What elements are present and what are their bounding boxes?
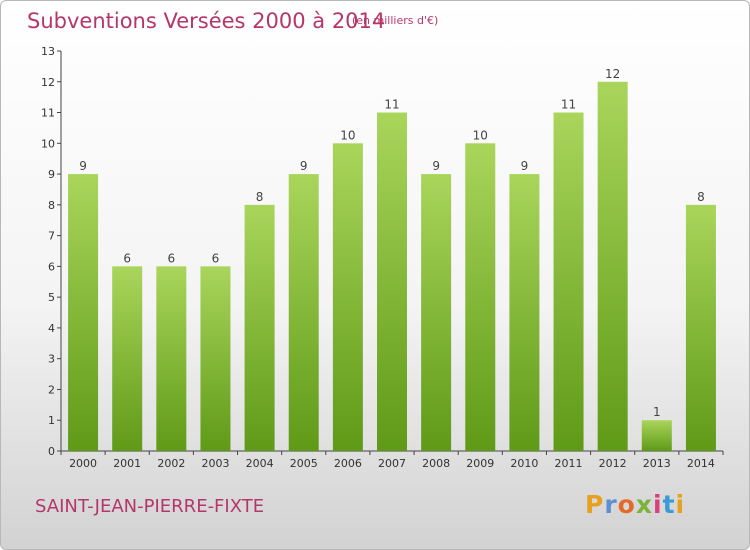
data-label: 6: [212, 251, 220, 265]
bar: [200, 266, 231, 451]
x-tick-label: 2004: [246, 457, 274, 470]
logo-letter: i: [675, 490, 686, 519]
x-tick-label: 2014: [687, 457, 715, 470]
data-label: 10: [340, 128, 355, 142]
data-label: 11: [561, 98, 576, 112]
commune-name: SAINT-JEAN-PIERRE-FIXTE: [35, 496, 265, 517]
data-label: 10: [473, 128, 488, 142]
chart-title: Subventions Versées 2000 à 2014: [27, 9, 386, 33]
y-tick-label: 9: [48, 168, 55, 181]
bar: [112, 266, 143, 451]
data-label: 9: [79, 159, 87, 173]
x-tick-label: 2000: [69, 457, 97, 470]
bar: [465, 143, 496, 452]
y-tick-label: 12: [41, 76, 55, 89]
proxiti-logo: Proxiti: [585, 490, 685, 519]
logo-letter: o: [617, 490, 636, 519]
y-tick-label: 10: [41, 137, 55, 150]
chart-bars: [68, 81, 716, 452]
bar: [332, 143, 363, 452]
x-tick-label: 2006: [334, 457, 362, 470]
bar: [553, 112, 584, 452]
x-tick-label: 2011: [555, 457, 583, 470]
bar: [509, 174, 540, 452]
bar: [156, 266, 187, 451]
data-label: 9: [521, 159, 529, 173]
data-label: 11: [384, 98, 399, 112]
bar: [68, 174, 99, 452]
x-tick-label: 2008: [422, 457, 450, 470]
data-label: 9: [300, 159, 308, 173]
x-tick-label: 2003: [201, 457, 229, 470]
logo-letter: t: [662, 490, 676, 519]
y-tick-label: 4: [48, 322, 55, 335]
x-tick-label: 2001: [113, 457, 141, 470]
chart-unit-label: (en milliers d'€): [352, 14, 439, 27]
logo-letter: x: [635, 490, 653, 519]
x-tick-label: 2005: [290, 457, 318, 470]
data-label: 6: [123, 251, 131, 265]
y-tick-label: 8: [48, 199, 55, 212]
y-tick-label: 2: [48, 383, 55, 396]
bar: [421, 174, 452, 452]
bar: [244, 204, 275, 451]
y-tick-label: 0: [48, 445, 55, 458]
logo-letter: P: [585, 490, 605, 519]
bar: [288, 174, 319, 452]
y-tick-label: 5: [48, 291, 55, 304]
data-label: 12: [605, 67, 620, 81]
data-label: 9: [432, 159, 440, 173]
chart-labels: 2000 9 2001 6 2002 6 2003 6 2004 8 2005 9 2006 10 2007…: [69, 67, 715, 470]
data-label: 6: [168, 251, 176, 265]
x-tick-label: 2012: [599, 457, 627, 470]
y-tick-label: 3: [48, 353, 55, 366]
y-tick-label: 1: [48, 414, 55, 427]
y-tick-label: 13: [41, 45, 55, 58]
data-label: 8: [256, 190, 264, 204]
x-tick-label: 2007: [378, 457, 406, 470]
y-tick-label: 6: [48, 260, 55, 273]
x-tick-label: 2013: [643, 457, 671, 470]
logo-letter: r: [604, 490, 618, 519]
x-tick-label: 2009: [466, 457, 494, 470]
bar: [641, 420, 672, 451]
bar: [377, 112, 407, 452]
logo-letter: i: [653, 490, 663, 519]
x-tick-label: 2010: [510, 457, 538, 470]
bar: [597, 81, 628, 452]
y-tick-label: 7: [48, 230, 55, 243]
data-label: 1: [653, 405, 661, 419]
x-tick-label: 2002: [157, 457, 185, 470]
bar: [685, 204, 716, 451]
data-label: 8: [697, 190, 705, 204]
y-tick-label: 11: [41, 107, 55, 120]
